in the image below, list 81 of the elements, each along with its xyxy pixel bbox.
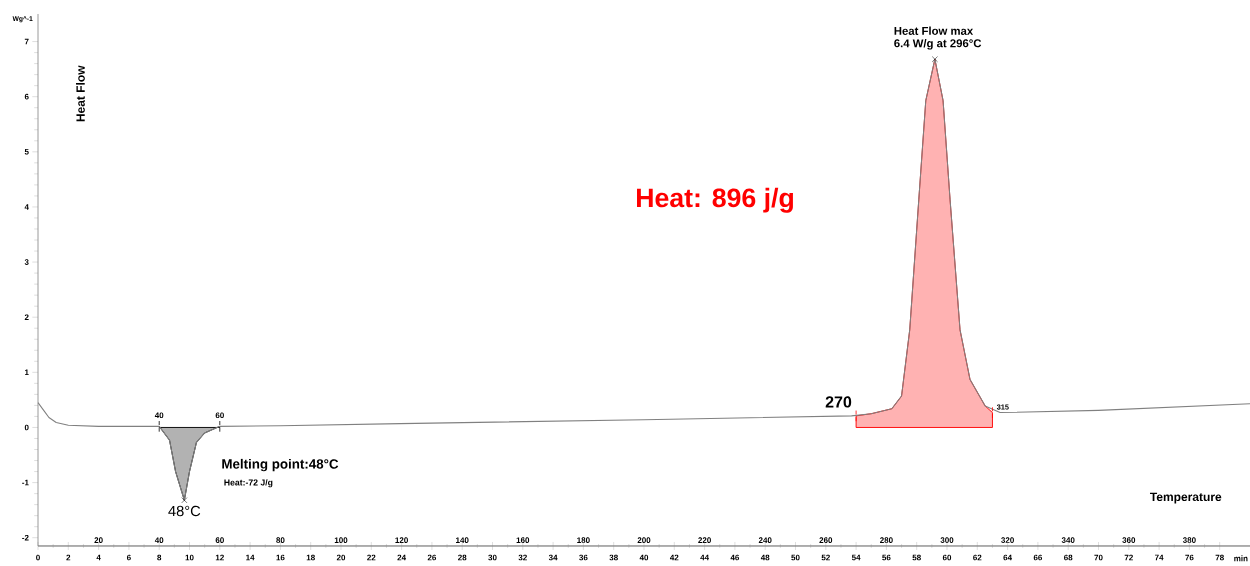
- x-tick-label: 100: [334, 537, 348, 543]
- x2-tick-label: 70: [1094, 554, 1103, 561]
- y-tick-label: 3: [24, 259, 29, 265]
- x2-tick-label: 26: [427, 554, 437, 561]
- x2-tick-label: 24: [397, 554, 407, 561]
- x2-tick-label: 74: [1154, 554, 1164, 561]
- y-tick-label: 5: [24, 149, 29, 155]
- x-tick-label: 60: [215, 537, 224, 543]
- x-tick-label: 320: [1001, 537, 1014, 543]
- annotation: Heat Flow max: [894, 26, 974, 35]
- x-tick-label: 340: [1061, 537, 1075, 543]
- x2-tick-label: 50: [791, 554, 800, 561]
- y-axis-title: Heat Flow: [76, 65, 85, 122]
- x2-tick-label: 42: [669, 554, 679, 561]
- annotation: 270: [825, 396, 852, 408]
- x-tick-label: 160: [516, 537, 530, 543]
- x2-tick-label: 32: [518, 554, 527, 561]
- x-tick-label: 40: [154, 537, 164, 543]
- annotation: Heat:-72 J/g: [224, 479, 273, 488]
- annotation: Melting point:48°C: [222, 458, 339, 472]
- x2-tick-label: 30: [488, 554, 497, 561]
- annotation: 6.4 W/g at 296°C: [894, 38, 982, 50]
- x2-tick-label: 62: [973, 554, 982, 561]
- x2-tick-label: 12: [215, 554, 224, 561]
- x2-tick-label: 18: [306, 554, 315, 561]
- x2-tick-label: 44: [700, 554, 710, 561]
- x2-tick-label: 20: [336, 554, 346, 561]
- x2-tick-label: 68: [1064, 554, 1073, 561]
- x-tick-label: 380: [1182, 537, 1196, 543]
- x-tick-label: 80: [276, 537, 285, 543]
- annotation: 60: [215, 412, 224, 419]
- y-tick-label: 0: [24, 424, 29, 431]
- x2-tick-label: 14: [246, 554, 255, 561]
- x2-tick-label: 52: [821, 554, 830, 561]
- y-tick-label: 6: [24, 93, 29, 100]
- x2-tick-label: 60: [942, 554, 952, 561]
- x2-tick-label: 2: [66, 554, 71, 561]
- x2-tick-label: 0: [36, 554, 40, 561]
- x2-tick-label: 46: [730, 554, 740, 561]
- x2-tick-label: 38: [609, 554, 618, 561]
- y-tick-label: 1: [24, 369, 29, 376]
- x-tick-label: 220: [698, 537, 711, 543]
- x2-tick-label: 6: [126, 554, 131, 561]
- annotation: 48°C: [168, 505, 201, 517]
- y-tick-label: -2: [22, 534, 29, 541]
- x2-tick-label: 28: [458, 554, 467, 561]
- x2-tick-label: 54: [851, 554, 861, 561]
- x2-tick-label: 10: [185, 554, 194, 561]
- x-tick-label: 120: [395, 537, 408, 543]
- x2-tick-label: 48: [760, 554, 770, 561]
- x2-tick-label: 76: [1185, 554, 1194, 561]
- y-tick-label: 4: [24, 204, 29, 210]
- x-tick-label: 360: [1122, 537, 1136, 543]
- x-tick-label: 260: [819, 537, 833, 543]
- x-axis-title: Temperature: [1150, 492, 1222, 504]
- x2-tick-label: 58: [912, 554, 921, 561]
- y-tick-label: -1: [22, 479, 29, 486]
- y-tick-label: 7: [24, 38, 29, 45]
- x2-tick-label: 34: [548, 554, 558, 561]
- x2-tick-label: 72: [1124, 554, 1133, 561]
- x2-tick-label: 78: [1215, 554, 1224, 561]
- x-tick-label: 180: [577, 537, 590, 543]
- annotation: Heat: 896 j/g: [637, 187, 793, 213]
- x2-tick-label: 40: [639, 554, 649, 561]
- x2-tick-label: 22: [367, 554, 376, 561]
- x2-tick-label: 16: [276, 554, 285, 561]
- x-tick-label: 240: [758, 537, 772, 543]
- x-tick-label: 300: [940, 537, 954, 543]
- x2-tick-label: 66: [1033, 554, 1043, 561]
- x2-tick-label: 64: [1003, 554, 1013, 561]
- x-tick-label: 140: [456, 537, 469, 543]
- x2-tick-label: 8: [157, 554, 162, 561]
- x2-axis-title: min: [1234, 555, 1248, 562]
- annotation: 40: [154, 412, 164, 419]
- x-tick-label: 200: [637, 537, 651, 543]
- x2-tick-label: 4: [96, 554, 101, 561]
- x2-tick-label: 56: [882, 554, 891, 561]
- x-tick-label: 20: [94, 537, 103, 543]
- y-tick-label: 2: [24, 314, 29, 320]
- x-tick-label: 280: [880, 537, 893, 543]
- x2-tick-label: 36: [579, 554, 588, 561]
